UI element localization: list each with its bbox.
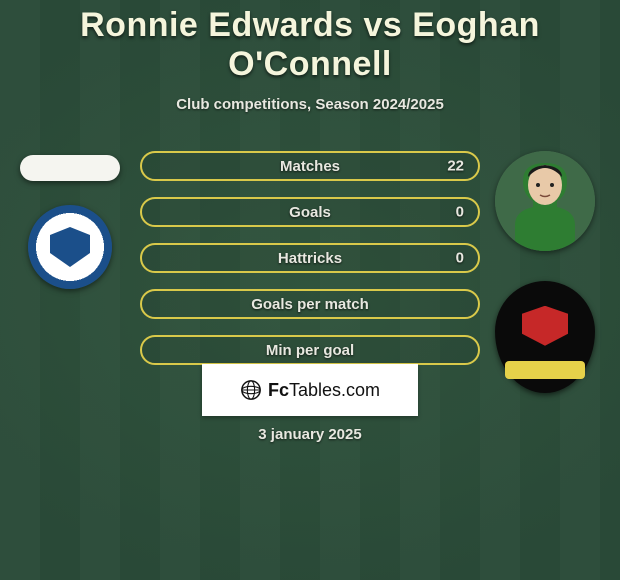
brand-badge: FcTables.com	[202, 364, 418, 416]
stat-label: Matches	[280, 158, 340, 175]
brand-part1: Fc	[268, 380, 289, 400]
player-right-column	[490, 151, 600, 393]
player-left-column	[10, 151, 130, 289]
club-crest-right	[495, 281, 595, 393]
player-left-photo	[20, 155, 120, 181]
stat-value-right: 0	[456, 204, 464, 221]
stat-row-goals: Goals 0	[140, 197, 480, 227]
player-right-photo	[495, 151, 595, 251]
brand-part3: .com	[341, 380, 380, 400]
stat-label: Goals	[289, 204, 331, 221]
stat-row-hattricks: Hattricks 0	[140, 243, 480, 273]
stat-value-right: 22	[447, 158, 464, 175]
date-text: 3 january 2025	[0, 426, 620, 443]
brand-part2: Tables	[289, 380, 341, 400]
stat-row-goals-per-match: Goals per match	[140, 289, 480, 319]
club-crest-left	[28, 205, 112, 289]
stat-row-matches: Matches 22	[140, 151, 480, 181]
stat-label: Goals per match	[251, 296, 369, 313]
player-face-icon	[495, 151, 595, 251]
stats-column: Matches 22 Goals 0 Hattricks 0 Goals per…	[140, 151, 480, 381]
stat-label: Min per goal	[266, 342, 354, 359]
stat-label: Hattricks	[278, 250, 342, 267]
globe-icon	[240, 379, 262, 401]
page-title: Ronnie Edwards vs Eoghan O'Connell	[0, 0, 620, 84]
stat-value-right: 0	[456, 250, 464, 267]
brand-text: FcTables.com	[268, 380, 380, 401]
stat-row-min-per-goal: Min per goal	[140, 335, 480, 365]
subtitle: Club competitions, Season 2024/2025	[0, 96, 620, 113]
